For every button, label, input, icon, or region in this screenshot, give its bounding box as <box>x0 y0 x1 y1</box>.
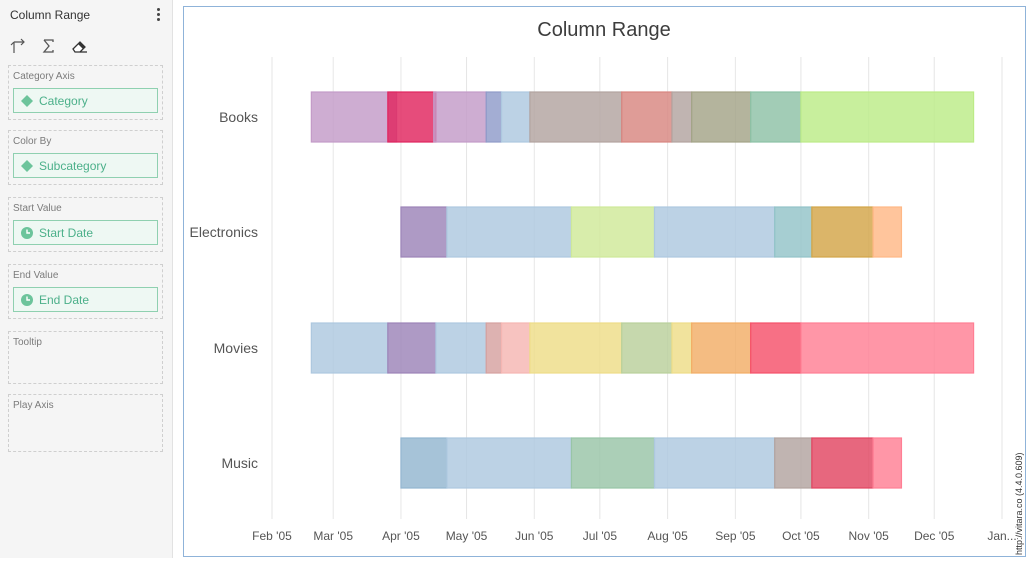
range-bar <box>750 91 802 143</box>
well-label: Start Value <box>13 203 62 214</box>
category-label: Movies <box>214 340 258 356</box>
x-tick-label: May '05 <box>446 529 488 543</box>
range-bar <box>400 437 448 489</box>
field-name: Category <box>39 94 88 108</box>
range-bar <box>872 206 903 258</box>
range-bar <box>387 322 437 374</box>
clock-icon <box>21 294 33 306</box>
diamond-icon <box>21 95 33 107</box>
range-bar <box>435 322 487 374</box>
range-bar <box>691 91 752 143</box>
range-bar <box>653 437 776 489</box>
field-name: Subcategory <box>39 159 107 173</box>
field-panel: Column Range Category Axis Category Colo… <box>0 0 173 558</box>
well-play-axis[interactable]: Play Axis <box>8 394 163 452</box>
well-color-by[interactable]: Color By Subcategory <box>8 130 163 185</box>
range-bar <box>529 91 623 143</box>
range-bar <box>800 322 975 374</box>
range-bar <box>774 206 813 258</box>
x-tick-label: Mar '05 <box>313 529 353 543</box>
well-end-value[interactable]: End Value End Date <box>8 264 163 319</box>
range-bar <box>750 322 802 374</box>
field-name: Start Date <box>39 226 94 240</box>
range-bar <box>485 322 503 374</box>
x-tick-label: Feb '05 <box>252 529 292 543</box>
eraser-icon[interactable] <box>70 36 90 56</box>
range-bar <box>387 91 437 143</box>
range-bar <box>485 91 503 143</box>
axis-arrows-icon[interactable] <box>10 36 30 56</box>
x-tick-label: Jun '05 <box>515 529 554 543</box>
range-bar <box>570 437 656 489</box>
field-pill-end-date[interactable]: End Date <box>13 287 158 312</box>
range-bar <box>621 91 673 143</box>
well-tooltip[interactable]: Tooltip <box>8 331 163 384</box>
x-tick-label: Oct '05 <box>782 529 820 543</box>
range-bar <box>691 322 752 374</box>
more-vertical-icon[interactable] <box>152 6 164 24</box>
range-bar <box>621 322 673 374</box>
field-pill-category[interactable]: Category <box>13 88 158 113</box>
range-bar <box>446 206 573 258</box>
range-bar <box>310 91 398 143</box>
range-bar <box>529 322 623 374</box>
clock-icon <box>21 227 33 239</box>
category-label: Music <box>221 455 258 471</box>
x-tick-label: Aug '05 <box>647 529 688 543</box>
range-bar <box>811 206 874 258</box>
field-pill-start-date[interactable]: Start Date <box>13 220 158 245</box>
range-bar <box>500 91 531 143</box>
range-bar <box>800 91 975 143</box>
range-bar <box>446 437 573 489</box>
panel-title: Column Range <box>10 8 91 22</box>
well-label: End Value <box>13 270 59 281</box>
x-tick-label: Nov '05 <box>849 529 890 543</box>
category-label: Books <box>219 109 258 125</box>
range-bar <box>774 437 813 489</box>
well-label: Play Axis <box>13 400 54 411</box>
x-tick-label: Jan... <box>987 529 1016 543</box>
well-label: Tooltip <box>13 337 42 348</box>
range-bar <box>433 91 487 143</box>
field-name: End Date <box>39 293 90 307</box>
well-category-axis[interactable]: Category Axis Category <box>8 65 163 120</box>
diamond-icon <box>21 160 33 172</box>
well-label: Color By <box>13 136 52 147</box>
vitara-credit-link[interactable]: http://vitara.co (4.4.0.609) <box>1014 452 1024 555</box>
range-bar <box>671 322 693 374</box>
column-range-chart[interactable]: Column Range Feb '05 Mar '05 Apr '05 May '05… <box>184 7 1025 556</box>
well-label: Category Axis <box>13 71 75 82</box>
x-tick-label: Sep '05 <box>715 529 756 543</box>
sigma-icon[interactable] <box>39 36 59 56</box>
range-bar <box>671 91 693 143</box>
category-label: Electronics <box>190 224 258 240</box>
x-tick-label: Jul '05 <box>583 529 618 543</box>
x-tick-label: Apr '05 <box>382 529 420 543</box>
range-bar <box>310 322 389 374</box>
range-bar <box>811 437 874 489</box>
range-bar <box>653 206 776 258</box>
chart-title: Column Range <box>537 19 670 41</box>
range-bar <box>400 206 448 258</box>
chart-panel: Column Range Feb '05 Mar '05 Apr '05 May '05… <box>183 6 1026 557</box>
well-start-value[interactable]: Start Value Start Date <box>8 197 163 252</box>
x-tick-label: Dec '05 <box>914 529 955 543</box>
range-bar <box>500 322 531 374</box>
field-pill-subcategory[interactable]: Subcategory <box>13 153 158 178</box>
range-bar <box>872 437 903 489</box>
range-bar <box>570 206 656 258</box>
